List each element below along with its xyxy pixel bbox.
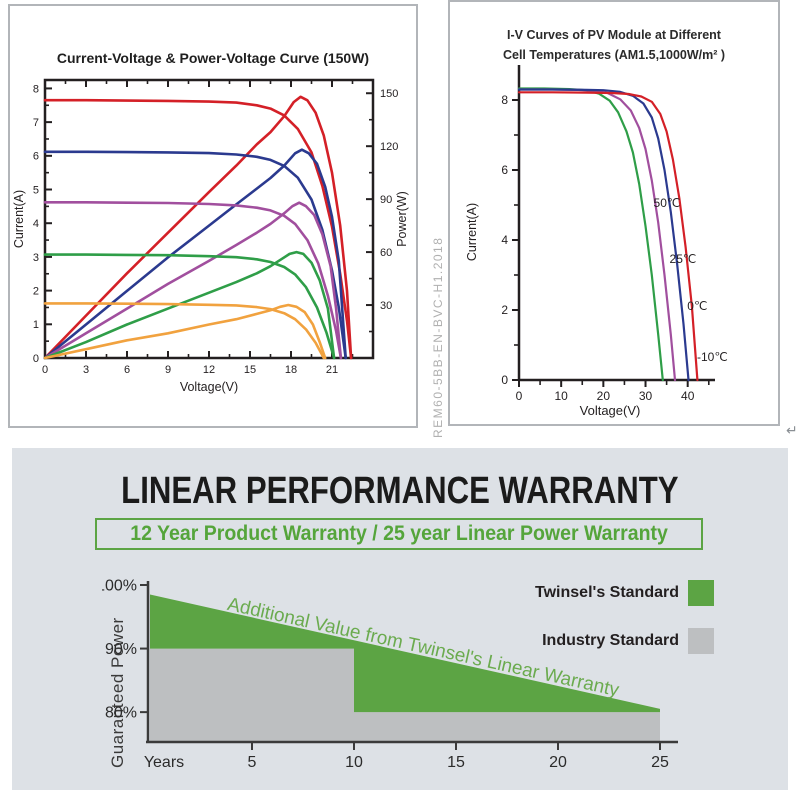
iv-pv-chart-title: Current-Voltage & Power-Voltage Curve (1… [56,50,370,66]
x-tick-label: 10 [554,389,568,403]
x-tick-label: 20 [549,754,567,771]
series-90W-I-V [43,201,343,360]
x-tick-label: 3 [83,364,89,376]
y-tick-label: 100% [102,578,137,595]
series-temp-25℃ [517,88,677,382]
series-30W-P-V [43,303,327,360]
x-tick-label: 9 [165,364,171,376]
x-axis-title: Voltage(V) [580,403,641,418]
x-tick-label: 15 [244,364,256,376]
x-tick-label: 6 [124,364,130,376]
x-tick-label: 21 [326,364,338,376]
x-tick-label: 25 [651,754,669,771]
y-tick-label: 2 [501,303,508,317]
temp-iv-chart-svg: 0 10 20 30 40 0 2 4 6 8 Voltage(V) Current(A) 50℃ 25℃… [465,65,728,418]
series-150W-P-V [43,95,353,360]
x-tick-label: 5 [248,754,257,771]
legend-label-twinsel: Twinsel's Standard [535,584,679,601]
warranty-header-text: LINEAR PERFORMANCE WARRANTY [121,470,679,512]
y2-tick-label: 60 [380,247,392,259]
y2-tick-label: 90 [380,194,392,206]
y-tick-label: 8 [501,93,508,107]
y-tick-label: 4 [33,218,39,230]
x-tick-label: 30 [639,389,653,403]
temp-annotation: 25℃ [670,252,697,266]
y2-tick-label: 30 [380,300,392,312]
warranty-banner: 12 Year Product Warranty / 25 year Linea… [95,518,703,550]
series-120W-P-V [43,148,348,360]
y-tick-label: 4 [501,233,508,247]
y-tick-label: 5 [33,184,39,196]
document-code-vertical: REM60-5BB-EN-BVC-H1.2018 [431,236,445,438]
area-Industry-Standard [150,648,660,742]
y2-axis-title: Power(W) [395,191,409,247]
x-axis-start-label: Years [144,754,184,771]
temp-annotation: 0℃ [687,299,707,313]
x-tick-label: 20 [597,389,611,403]
iv-pv-chart-panel: Current-Voltage & Power-Voltage Curve (1… [8,4,418,428]
x-tick-label: 15 [447,754,465,771]
legend-twinsel: Twinsel's Standard [535,580,714,606]
warranty-banner-text: 12 Year Product Warranty / 25 year Linea… [130,522,668,545]
y-tick-label: 0 [33,353,39,365]
area-Twinsel-s-Standard [150,594,660,713]
y2-tick-label: 120 [380,141,398,153]
y-tick-label: 90% [105,641,137,658]
y-tick-label: 3 [33,252,39,264]
y-tick-label: 6 [501,163,508,177]
x-axis-title: Voltage(V) [180,380,238,394]
temp-iv-chart-panel: I-V Curves of PV Module at Different Cel… [448,0,780,426]
y-axis-title: Current(A) [465,203,479,261]
warranty-chart-svg: 100% 90% 80% 5 10 15 20 25 Years [102,578,678,771]
series-90W-P-V [43,201,343,360]
y-tick-label: 80% [105,705,137,722]
x-tick-label: 18 [285,364,297,376]
x-tick-label: 10 [345,754,363,771]
y-tick-label: 8 [33,83,39,95]
series-60W-P-V [43,250,336,360]
y-tick-label: 1 [33,319,39,331]
legend-industry: Industry Standard [542,628,714,654]
temp-chart-title-line1: I-V Curves of PV Module at Different [507,28,721,42]
series-30W-I-V [43,302,326,360]
x-tick-label: 12 [203,364,215,376]
y-tick-label: 0 [501,373,508,387]
return-mark-icon: ↵ [786,422,798,438]
temp-chart-title-line2: Cell Temperatures (AM1.5,1000W/m² ) [502,48,726,62]
y2-tick-label: 150 [380,88,398,100]
x-tick-label: 0 [42,364,48,376]
temp-annotation: -10℃ [697,350,728,364]
warranty-panel: LINEAR PERFORMANCE WARRANTY 12 Year Prod… [12,448,788,790]
series-temp--10℃ [517,91,699,382]
legend-swatch-twinsel [688,580,714,606]
x-tick-label: 40 [681,389,695,403]
iv-pv-chart-svg: 0 3 6 9 12 15 18 21012345678306090120150Voltage… [12,78,409,394]
y-tick-label: 2 [33,285,39,297]
y-tick-label: 7 [33,117,39,129]
legend-swatch-industry [688,628,714,654]
x-tick-label: 0 [516,389,523,403]
y-tick-label: 6 [33,151,39,163]
series-temp-0℃ [517,88,690,382]
legend-label-industry: Industry Standard [542,632,679,649]
temp-annotation: 50℃ [654,196,681,210]
series-60W-I-V [43,253,336,360]
warranty-header: LINEAR PERFORMANCE WARRANTY [12,470,788,513]
y-axis-title: Current(A) [12,190,26,248]
